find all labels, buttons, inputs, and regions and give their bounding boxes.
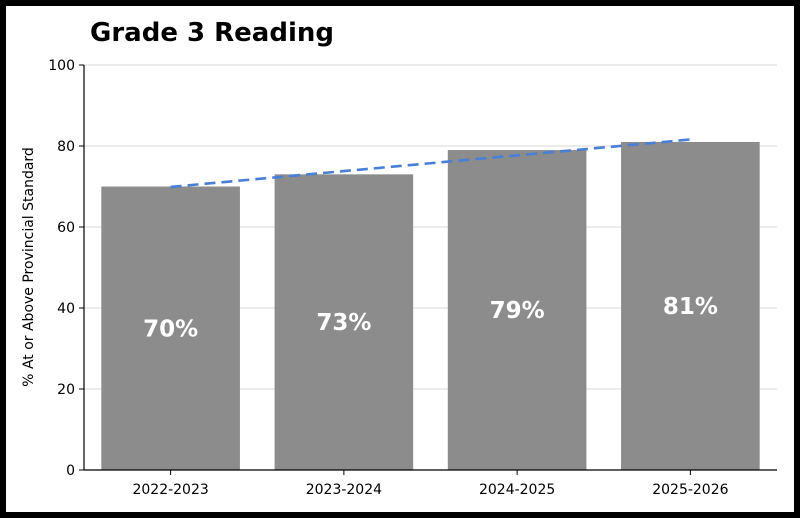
y-tick-label: 20 — [57, 382, 75, 398]
x-tick-label: 2025-2026 — [652, 482, 728, 498]
y-tick-label: 0 — [66, 463, 75, 479]
bar-data-label: 79% — [490, 298, 545, 324]
y-axis-label: % At or Above Provincial Standard — [21, 147, 37, 387]
bars — [101, 141, 760, 471]
bar-data-label: 81% — [663, 294, 718, 320]
x-tick-label: 2024-2025 — [479, 482, 555, 498]
y-tick-label: 100 — [48, 58, 75, 74]
chart-title: Grade 3 Reading — [90, 18, 334, 48]
trendline — [170, 138, 691, 189]
bar-labels: 70% 73% 79% 81% — [143, 294, 718, 342]
y-tick-label: 80 — [57, 139, 75, 155]
bar — [101, 186, 240, 470]
axes: 0 20 40 60 80 100 2022-2023 2023-2024 2024-2025 2… — [48, 58, 777, 498]
x-tick-label: 2022-2023 — [132, 482, 208, 498]
bar — [447, 150, 587, 471]
bar — [274, 174, 414, 470]
bar — [621, 141, 760, 470]
x-tick-label: 2023-2024 — [306, 482, 382, 498]
y-tick-label: 40 — [57, 301, 75, 317]
trendline-path — [170, 138, 691, 189]
y-tick-label: 60 — [57, 220, 75, 236]
bar-data-label: 73% — [316, 310, 371, 336]
bar-data-label: 70% — [143, 316, 198, 342]
